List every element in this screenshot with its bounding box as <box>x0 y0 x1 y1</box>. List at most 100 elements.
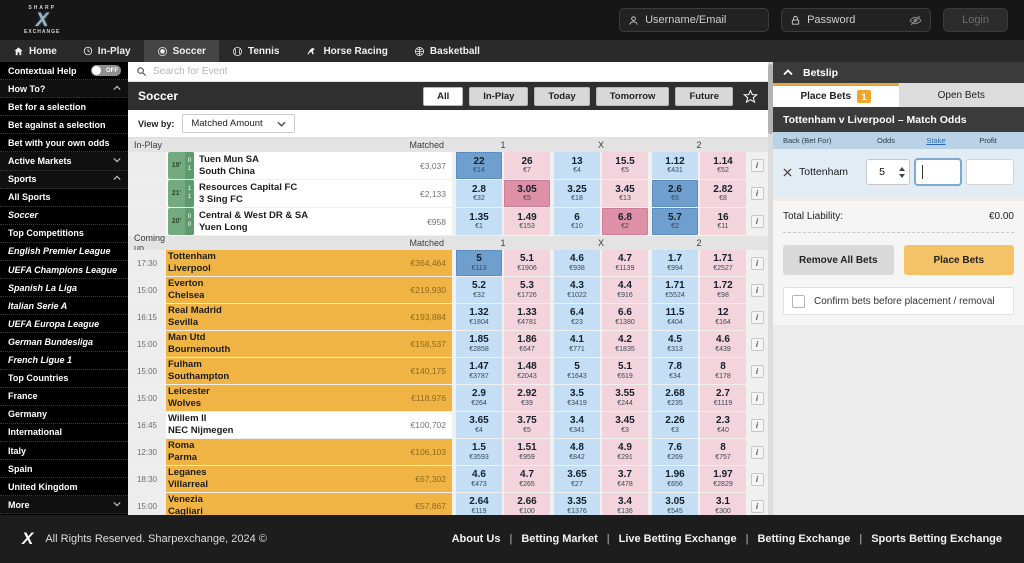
event-name-cell[interactable]: Leicester Wolves €118,976 <box>166 385 452 411</box>
sidebar-item-germany[interactable]: Germany <box>0 406 128 424</box>
lay-odds-cell[interactable]: 1.86 €647 <box>504 331 550 357</box>
sidebar-item-active-markets[interactable]: Active Markets <box>0 152 128 171</box>
lay-odds-cell[interactable]: 3.55 €244 <box>602 385 648 411</box>
filter-button-all[interactable]: All <box>423 86 464 106</box>
back-odds-cell[interactable]: 3.5 €3419 <box>554 385 600 411</box>
lay-odds-cell[interactable]: 15.5 €5 <box>602 152 648 179</box>
sidebar-item-united-kingdom[interactable]: United Kingdom <box>0 478 128 497</box>
sidebar-item-uefa-champions-league[interactable]: UEFA Champions League <box>0 261 128 280</box>
lay-odds-cell[interactable]: 5.1 €619 <box>602 358 648 384</box>
back-odds-cell[interactable]: 7.8 €34 <box>652 358 698 384</box>
back-odds-cell[interactable]: 4.3 €1022 <box>554 277 600 303</box>
betslip-header[interactable]: Betslip <box>773 62 1024 83</box>
lay-odds-cell[interactable]: 1.48 €2043 <box>504 358 550 384</box>
back-odds-cell[interactable]: 3.25 €18 <box>554 180 600 207</box>
stake-input[interactable] <box>914 158 962 186</box>
sidebar-item-how-to-[interactable]: How To? <box>0 80 128 99</box>
lay-odds-cell[interactable]: 4.9 €291 <box>602 439 648 465</box>
back-odds-cell[interactable]: 1.96 €656 <box>652 466 698 492</box>
info-icon[interactable]: i <box>750 215 764 228</box>
event-name-cell[interactable]: 19' 0 1 Tuen Mun SA South China €3,037 <box>166 152 452 179</box>
back-odds-cell[interactable]: 11.5 €404 <box>652 304 698 330</box>
info-icon[interactable]: i <box>750 445 764 459</box>
lay-odds-cell[interactable]: 4.2 €1835 <box>602 331 648 357</box>
back-odds-cell[interactable]: 2.68 €235 <box>652 385 698 411</box>
back-odds-cell[interactable]: 1.47 €3787 <box>456 358 502 384</box>
footer-link-about-us[interactable]: About Us <box>451 533 501 545</box>
event-name-cell[interactable]: Willem II NEC Nijmegen €100,702 <box>166 412 452 438</box>
back-odds-cell[interactable]: 5.2 €32 <box>456 277 502 303</box>
back-odds-cell[interactable]: 2.26 €3 <box>652 412 698 438</box>
lay-odds-cell[interactable]: 4.4 €916 <box>602 277 648 303</box>
back-odds-cell[interactable]: 3.35 €1376 <box>554 493 600 515</box>
event-name-cell[interactable]: 21' 1 1 Resources Capital FC 3 Sing FC €2,133 <box>166 180 452 207</box>
lay-odds-cell[interactable]: 2.82 €8 <box>700 180 746 207</box>
lay-odds-cell[interactable]: 2.7 €1119 <box>700 385 746 411</box>
event-name-cell[interactable]: Man Utd Bournemouth €158,537 <box>166 331 452 357</box>
footer-link-sports-betting-exchange[interactable]: Sports Betting Exchange <box>871 533 1002 545</box>
back-odds-cell[interactable]: 1.7 €994 <box>652 250 698 276</box>
back-odds-cell[interactable]: 2.64 €119 <box>456 493 502 515</box>
sidebar-item-bet-with-your-own-odds[interactable]: Bet with your own odds <box>0 134 128 153</box>
event-name-cell[interactable]: Fulham Southampton €140,175 <box>166 358 452 384</box>
lay-odds-cell[interactable]: 2.3 €40 <box>700 412 746 438</box>
sidebar-item-uefa-europa-league[interactable]: UEFA Europa League <box>0 315 128 334</box>
event-name-cell[interactable]: 20' 0 0 Central & West DR & SA Yuen Long €958 <box>166 208 452 235</box>
sidebar-item-french-ligue-1[interactable]: French Ligue 1 <box>0 352 128 370</box>
back-odds-cell[interactable]: 1.85 €2858 <box>456 331 502 357</box>
info-icon[interactable]: i <box>750 418 764 432</box>
lay-odds-cell[interactable]: 8 €178 <box>700 358 746 384</box>
event-name-cell[interactable]: Real Madrid Sevilla €193,884 <box>166 304 452 330</box>
search-input[interactable] <box>153 66 760 77</box>
filter-button-future[interactable]: Future <box>675 86 733 106</box>
back-odds-cell[interactable]: 4.6 €938 <box>554 250 600 276</box>
tab-place-bets[interactable]: Place Bets 1 <box>773 83 899 107</box>
place-bets-button[interactable]: Place Bets <box>903 245 1014 275</box>
back-odds-cell[interactable]: 7.6 €269 <box>652 439 698 465</box>
sidebar-item-top-countries[interactable]: Top Countries <box>0 370 128 388</box>
footer-link-betting-market[interactable]: Betting Market <box>521 533 598 545</box>
username-input[interactable] <box>645 14 761 26</box>
info-icon[interactable]: i <box>750 391 764 405</box>
lay-odds-cell[interactable]: 1.71 €2527 <box>700 250 746 276</box>
back-odds-cell[interactable]: 6 €10 <box>554 208 600 235</box>
col-stake-link[interactable]: Stake <box>926 136 946 145</box>
sidebar-item-english-premier-league[interactable]: English Premier League <box>0 243 128 262</box>
lay-odds-cell[interactable]: 3.45 €3 <box>602 412 648 438</box>
info-icon[interactable]: i <box>750 256 764 270</box>
sidebar-item-sports[interactable]: Sports <box>0 170 128 189</box>
info-icon[interactable]: i <box>750 283 764 297</box>
remove-all-bets-button[interactable]: Remove All Bets <box>783 245 894 275</box>
odds-decrease-button[interactable] <box>898 173 905 178</box>
back-odds-cell[interactable]: 3.4 €341 <box>554 412 600 438</box>
back-odds-cell[interactable]: 2.8 €32 <box>456 180 502 207</box>
view-by-dropdown[interactable]: Matched Amount <box>182 114 295 133</box>
lay-odds-cell[interactable]: 1.51 €959 <box>504 439 550 465</box>
info-icon[interactable]: i <box>750 159 764 172</box>
lay-odds-cell[interactable]: 6.8 €2 <box>602 208 648 235</box>
nav-item-basketball[interactable]: Basketball <box>401 40 493 62</box>
sidebar-item-france[interactable]: France <box>0 388 128 406</box>
login-button[interactable]: Login <box>943 8 1008 32</box>
lay-odds-cell[interactable]: 4.6 €439 <box>700 331 746 357</box>
event-name-cell[interactable]: Roma Parma €106,103 <box>166 439 452 465</box>
confirm-bets-checkbox[interactable] <box>792 294 805 308</box>
back-odds-cell[interactable]: 22 €14 <box>456 152 502 179</box>
lay-odds-cell[interactable]: 8 €757 <box>700 439 746 465</box>
tab-open-bets[interactable]: Open Bets <box>898 83 1024 107</box>
nav-item-tennis[interactable]: Tennis <box>219 40 292 62</box>
filter-button-today[interactable]: Today <box>534 86 590 106</box>
lay-odds-cell[interactable]: 1.33 €4781 <box>504 304 550 330</box>
info-icon[interactable]: i <box>750 337 764 351</box>
lay-odds-cell[interactable]: 1.49 €153 <box>504 208 550 235</box>
filter-button-in-play[interactable]: In-Play <box>469 86 529 106</box>
back-odds-cell[interactable]: 2.9 €264 <box>456 385 502 411</box>
lay-odds-cell[interactable]: 3.75 €5 <box>504 412 550 438</box>
lay-odds-cell[interactable]: 4.7 €265 <box>504 466 550 492</box>
back-odds-cell[interactable]: 5 €113 <box>456 250 502 276</box>
lay-odds-cell[interactable]: 3.4 €136 <box>602 493 648 515</box>
back-odds-cell[interactable]: 1.12 €431 <box>652 152 698 179</box>
lay-odds-cell[interactable]: 4.7 €1139 <box>602 250 648 276</box>
lay-odds-cell[interactable]: 3.05 €5 <box>504 180 550 207</box>
back-odds-cell[interactable]: 4.8 €842 <box>554 439 600 465</box>
